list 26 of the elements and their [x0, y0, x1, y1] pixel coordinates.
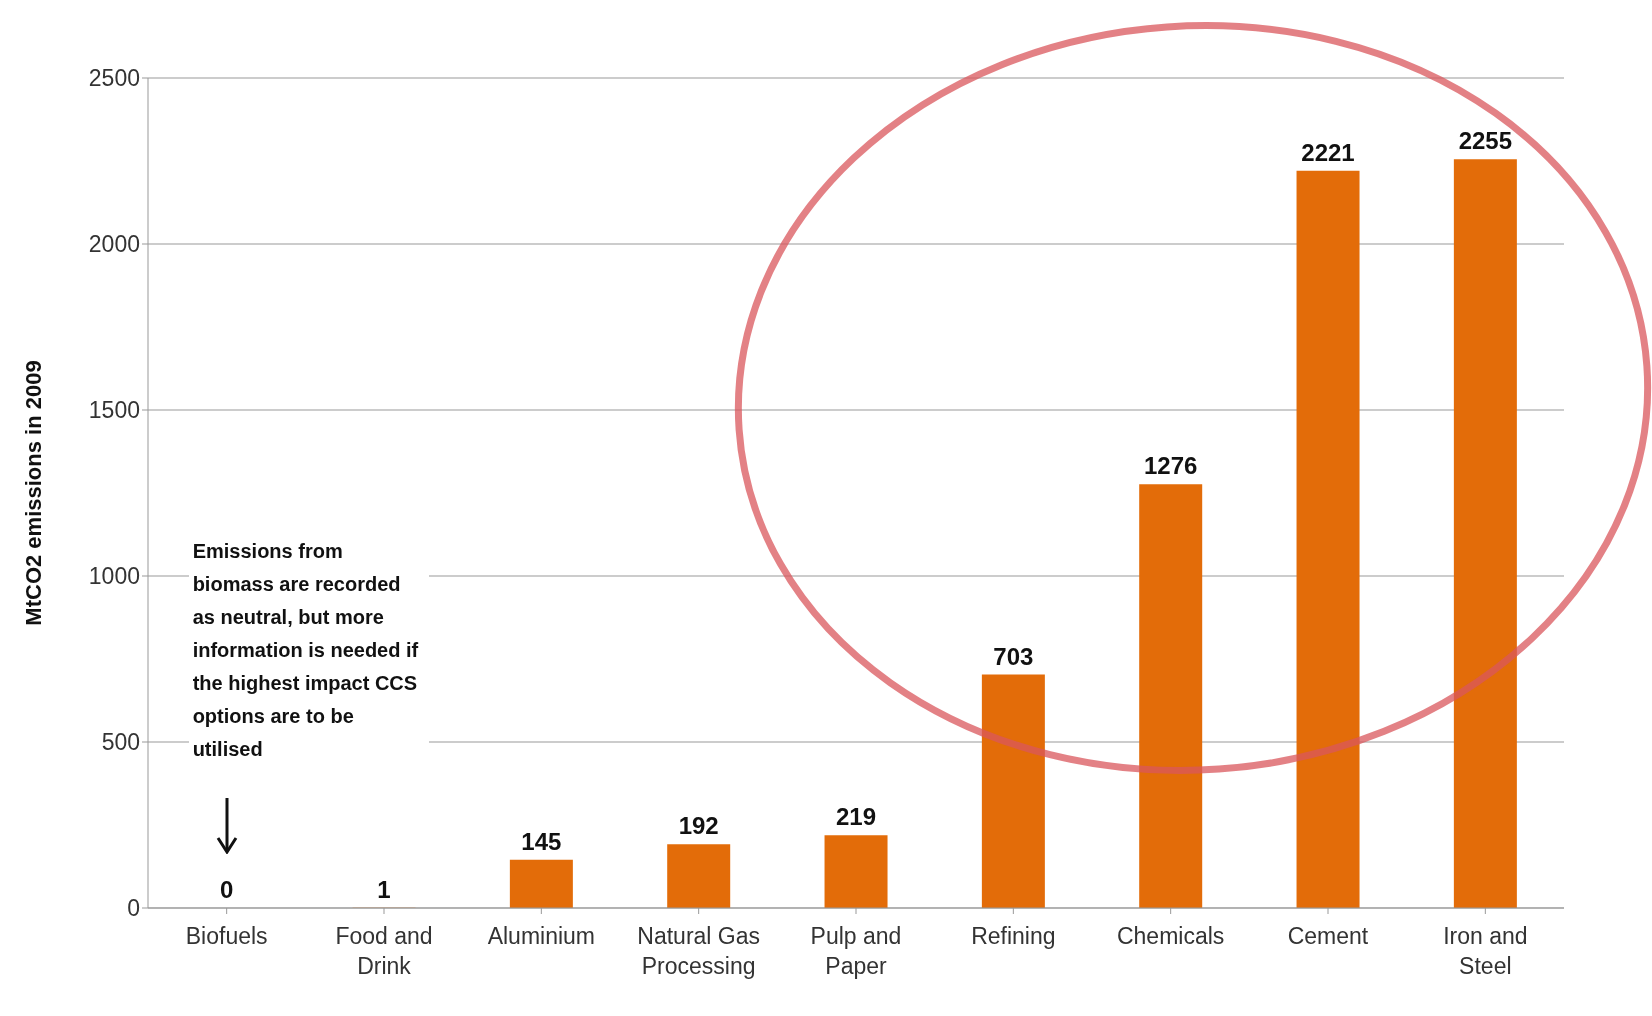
data-label: 192: [678, 812, 719, 840]
data-label: 1: [377, 875, 391, 903]
data-label: 703: [993, 642, 1034, 670]
data-label: 0: [219, 876, 234, 903]
x-tick-label: Food and Drink: [335, 923, 433, 979]
data-label: 2255: [1458, 127, 1513, 155]
y-tick-label: 0: [127, 895, 140, 922]
annotation: Emissions from biomass are recorded as neutral, but more information is needed if the highest impact CCS options are to be utilised: [188, 533, 429, 768]
y-tick-label: 2000: [88, 231, 140, 258]
data-label: 1276: [1143, 452, 1198, 480]
data-label: 219: [835, 803, 877, 831]
x-tick-label: Refining: [971, 923, 1056, 949]
y-tick-label: 1500: [88, 397, 140, 424]
x-tick-label: Pulp and Paper: [810, 923, 902, 979]
x-tick-label: Aluminium: [487, 923, 596, 949]
x-tick-label: Natural Gas Processing: [637, 923, 761, 979]
x-tick-label: Chemicals: [1116, 923, 1225, 949]
y-tick-label: 2500: [88, 65, 140, 92]
x-tick-label: Iron and Steel: [1443, 923, 1528, 979]
y-tick-label: 500: [101, 729, 140, 756]
data-label: 2221: [1301, 138, 1355, 166]
y-tick-label: 1000: [88, 563, 140, 590]
x-tick-label: Cement: [1287, 923, 1369, 949]
x-tick-label: Biofuels: [185, 923, 268, 949]
y-axis-title: MtCO2 emissions in 2009: [20, 360, 46, 626]
data-label: 145: [521, 827, 562, 855]
